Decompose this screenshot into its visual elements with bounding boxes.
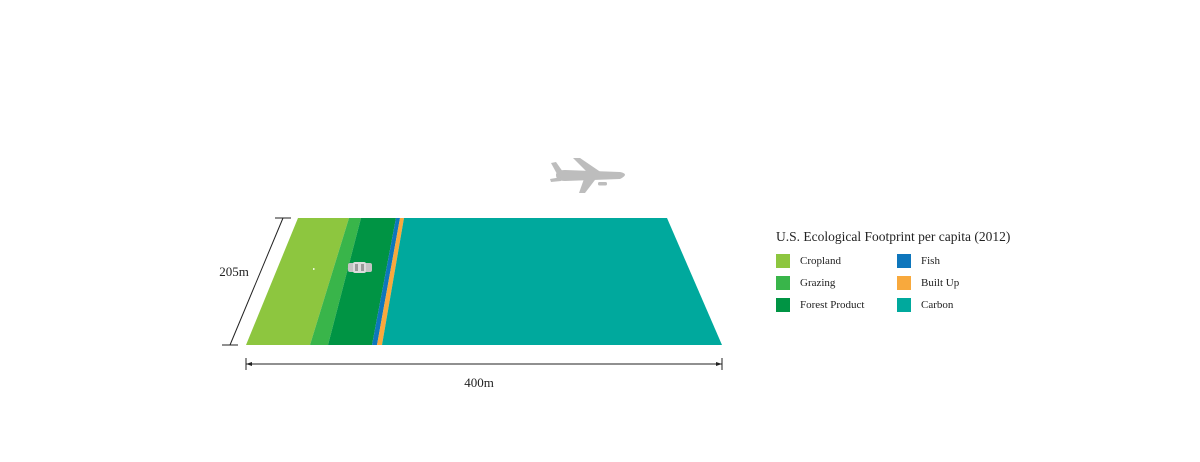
legend-label: Grazing [800,276,836,289]
legend-swatch-carbon [897,297,911,312]
legend-swatch-forest-product [776,297,790,312]
legend-item-cropland: Cropland [776,253,897,268]
legend-item-carbon: Carbon [897,297,1017,312]
band-forest-product [328,218,396,345]
person-marker [313,268,315,270]
legend-label: Fish [921,254,940,267]
legend-item-grazing: Grazing [776,275,897,290]
car-icon [348,262,372,273]
legend-swatch-fish [897,253,911,268]
band-built-up [377,218,404,345]
width-label: 400m [464,375,494,390]
band-carbon [382,218,722,345]
legend-item-forest-product: Forest Product [776,297,897,312]
legend-title: U.S. Ecological Footprint per capita (20… [776,229,1011,244]
legend-swatch-built-up [897,275,911,290]
legend: U.S. Ecological Footprint per capita (20… [776,229,1036,312]
legend-swatch-cropland [776,253,790,268]
legend-label: Cropland [800,254,841,267]
legend-label: Forest Product [800,298,865,311]
land-parcel [246,218,722,345]
band-grazing [310,218,361,345]
legend-label: Carbon [921,298,954,311]
legend-item-fish: Fish [897,253,1017,268]
airplane-icon [550,158,625,193]
legend-label: Built Up [921,276,960,289]
legend-swatch-grazing [776,275,790,290]
band-cropland [246,218,349,345]
depth-dimension [222,217,291,346]
legend-items: Cropland Fish Grazing Built Up Forest Pr… [776,253,1036,312]
width-dimension [245,358,723,370]
legend-item-built-up: Built Up [897,275,1017,290]
band-fish [372,218,400,345]
depth-label: 205m [219,264,249,279]
